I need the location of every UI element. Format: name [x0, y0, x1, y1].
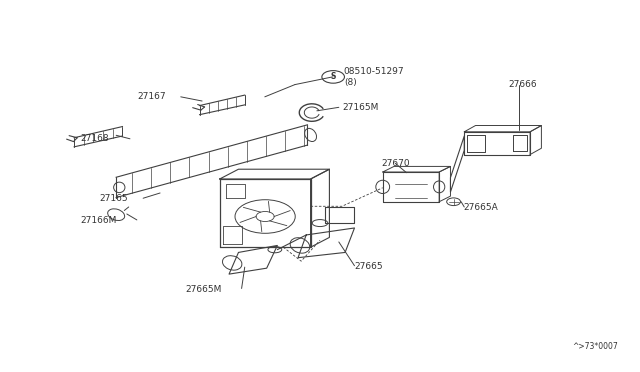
Text: 27665: 27665	[355, 262, 383, 271]
Text: 27670: 27670	[381, 159, 410, 168]
Text: ^>73*0007: ^>73*0007	[572, 342, 618, 351]
Text: 27665M: 27665M	[185, 285, 221, 294]
Text: 27166M: 27166M	[81, 217, 116, 225]
Text: 27165M: 27165M	[342, 103, 378, 112]
Text: 08510-51297
(8): 08510-51297 (8)	[344, 67, 404, 87]
Text: 27666: 27666	[508, 80, 537, 89]
Text: 27665A: 27665A	[463, 203, 498, 212]
Text: 27165: 27165	[99, 194, 128, 203]
Text: S: S	[330, 73, 336, 81]
Text: 27168: 27168	[81, 134, 109, 143]
Text: 27167: 27167	[138, 92, 166, 101]
